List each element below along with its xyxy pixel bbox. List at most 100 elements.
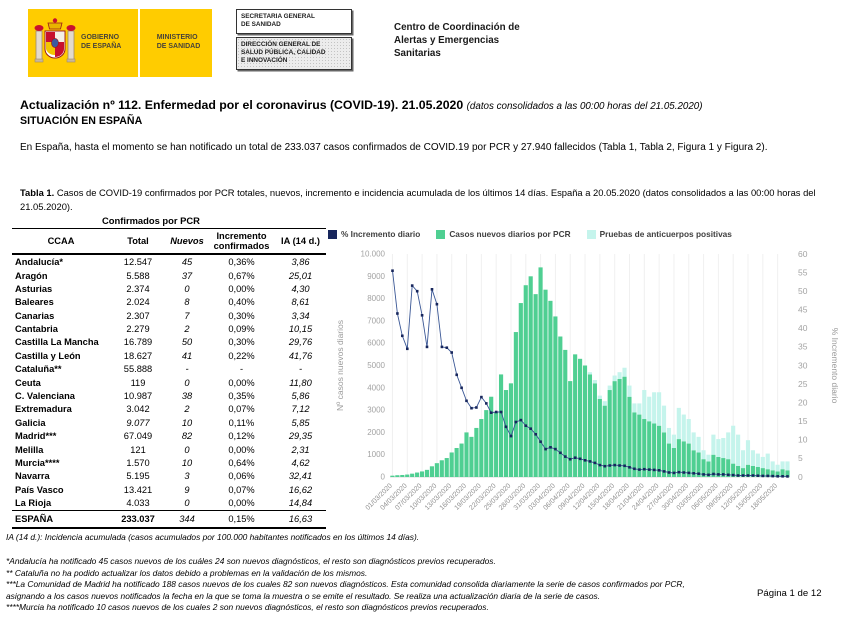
legend-item-pcr: Casos nuevos diarios por PCR xyxy=(436,229,571,239)
cell-ia: 7,12 xyxy=(291,404,310,415)
cell-total: 1.570 xyxy=(126,457,150,468)
cell-total: 3.042 xyxy=(126,404,150,415)
cell-ia: - xyxy=(298,364,303,375)
legend-label: Pruebas de anticuerpos positivas xyxy=(599,229,732,239)
page-number: Página 1 de 12 xyxy=(757,588,822,599)
cell-ccaa: Extremadura xyxy=(15,404,72,415)
svg-text:0: 0 xyxy=(798,472,803,482)
svg-text:15: 15 xyxy=(798,416,808,426)
table-row: Asturias 2.374 0 0,00% 4,30 xyxy=(12,282,326,295)
cell-nuevos: 0 xyxy=(184,444,190,455)
cell-nuevos: 45 xyxy=(181,257,193,268)
covid-chart: % Incremento diario Casos nuevos diarios… xyxy=(328,226,843,544)
svg-text:35: 35 xyxy=(798,342,808,352)
legend-item-incremento: % Incremento diario xyxy=(328,229,420,239)
svg-text:55: 55 xyxy=(798,267,808,277)
cell-incremento: 0,07% xyxy=(228,484,255,495)
cell-incremento: 0,30% xyxy=(228,310,255,321)
intro-paragraph: En España, hasta el momento se han notif… xyxy=(20,142,768,153)
cell-incremento: - xyxy=(239,364,244,375)
legend-label: Casos nuevos diarios por PCR xyxy=(449,229,571,239)
cell-incremento: 0,30% xyxy=(228,337,255,348)
cell-nuevos: 0 xyxy=(184,377,190,388)
cell-nuevos: - xyxy=(185,364,189,375)
cell-ccaa: Ceuta xyxy=(15,377,41,388)
svg-text:10.000: 10.000 xyxy=(361,250,386,259)
gobierno-label: GOBIERNO DE ESPAÑA xyxy=(81,34,122,50)
svg-text:25: 25 xyxy=(798,379,808,389)
cell-ia: 4,62 xyxy=(291,457,310,468)
svg-text:2000: 2000 xyxy=(367,428,385,437)
cell-incremento: 0,11% xyxy=(228,417,255,428)
table-row: Cataluña** 55.888 - - - xyxy=(12,363,326,376)
table-row: Madrid*** 67.049 82 0,12% 29,35 xyxy=(12,430,326,443)
chart-plot-area: 0 1000 2000 3000 4000 5000 6000 7000 8000 9000 10.… xyxy=(335,249,840,512)
title-main: Actualización nº 112. Enfermedad por el … xyxy=(20,98,467,112)
cell-incremento: 0,00% xyxy=(228,498,255,509)
table-row: Ceuta 119 0 0,00% 11,80 xyxy=(12,376,326,389)
cell-ccaa: Madrid*** xyxy=(15,431,57,442)
cell-ccaa: Cantabria xyxy=(15,324,58,335)
total-row-ia: 16,63 xyxy=(275,509,326,529)
table-row: Cantabria 2.279 2 0,09% 10,15 xyxy=(12,322,326,335)
table-row: Canarias 2.307 7 0,30% 3,34 xyxy=(12,309,326,322)
table-row: Castilla La Mancha 16.789 50 0,30% 29,76 xyxy=(12,336,326,349)
table-row: Aragón 5.588 37 0,67% 25,01 xyxy=(12,269,326,282)
gobierno-block: GOBIERNO DE ESPAÑA xyxy=(28,9,138,77)
cell-incremento: 0,67% xyxy=(228,270,255,281)
cell-nuevos: 3 xyxy=(184,471,190,482)
cell-ccaa: Andalucía* xyxy=(15,257,64,268)
cell-ccaa: Aragón xyxy=(15,270,48,281)
cell-total: 121 xyxy=(130,444,146,455)
svg-text:7000: 7000 xyxy=(367,316,385,325)
svg-text:3000: 3000 xyxy=(367,406,385,415)
table-row: Castilla y León 18.627 41 0,22% 41,76 xyxy=(12,349,326,362)
cell-nuevos: 0 xyxy=(184,498,190,509)
total-row-total: 233.037 xyxy=(110,509,166,529)
cell-incremento: 0,40% xyxy=(228,297,255,308)
table-row: País Vasco 13.421 9 0,07% 16,62 xyxy=(12,483,326,496)
cell-incremento: 0,00% xyxy=(228,444,255,455)
chart-legend: % Incremento diario Casos nuevos diarios… xyxy=(328,229,732,239)
svg-text:60: 60 xyxy=(798,249,808,259)
cell-nuevos: 0 xyxy=(184,283,190,294)
col-header-ia: IA (14 d.) xyxy=(275,228,326,256)
cell-ccaa: Murcia**** xyxy=(15,457,60,468)
col-header-ccaa: CCAA xyxy=(12,228,110,256)
cell-total: 119 xyxy=(130,377,146,388)
cell-nuevos: 82 xyxy=(181,431,193,442)
svg-text:45: 45 xyxy=(798,305,808,315)
cell-incremento: 0,00% xyxy=(228,283,255,294)
department-boxes: SECRETARIA GENERAL DE SANIDAD DIRECCIÓN … xyxy=(236,9,352,70)
cell-nuevos: 9 xyxy=(184,484,190,495)
svg-text:30: 30 xyxy=(798,360,808,370)
cell-ia: 14,84 xyxy=(288,498,313,509)
cell-ia: 5,85 xyxy=(291,417,310,428)
cell-total: 4.033 xyxy=(126,498,150,509)
cell-ccaa: La Rioja xyxy=(15,498,52,509)
cell-ccaa: Cataluña** xyxy=(15,364,62,375)
spain-government-logo: GOBIERNO DE ESPAÑA MINISTERIO DE SANIDAD xyxy=(28,9,212,77)
cell-incremento: 0,00% xyxy=(228,377,255,388)
table-row: Melilla 121 0 0,00% 2,31 xyxy=(12,443,326,456)
table-footnote-ia: IA (14 d.): Incidencia acumulada (casos … xyxy=(6,532,420,542)
document-title: Actualización nº 112. Enfermedad por el … xyxy=(20,96,835,114)
cell-ia: 3,86 xyxy=(291,257,310,268)
cell-nuevos: 37 xyxy=(181,270,193,281)
cell-total: 55.888 xyxy=(123,364,153,375)
ministerio-label: MINISTERIO DE SANIDAD xyxy=(156,34,201,50)
cell-total: 2.024 xyxy=(126,297,150,308)
cell-ia: 4,30 xyxy=(291,283,310,294)
cell-ccaa: Baleares xyxy=(15,297,54,308)
cell-ia: 5,86 xyxy=(291,391,310,402)
cell-ccaa: Navarra xyxy=(15,471,50,482)
total-row-incremento: 0,15% xyxy=(208,509,275,529)
cell-incremento: 0,12% xyxy=(228,431,255,442)
cell-total: 13.421 xyxy=(123,484,153,495)
cell-ia: 29,35 xyxy=(288,431,313,442)
table-row: C. Valenciana 10.987 38 0,35% 5,86 xyxy=(12,389,326,402)
cell-nuevos: 38 xyxy=(181,391,193,402)
cell-incremento: 0,06% xyxy=(228,471,255,482)
table-row: Extremadura 3.042 2 0,07% 7,12 xyxy=(12,403,326,416)
